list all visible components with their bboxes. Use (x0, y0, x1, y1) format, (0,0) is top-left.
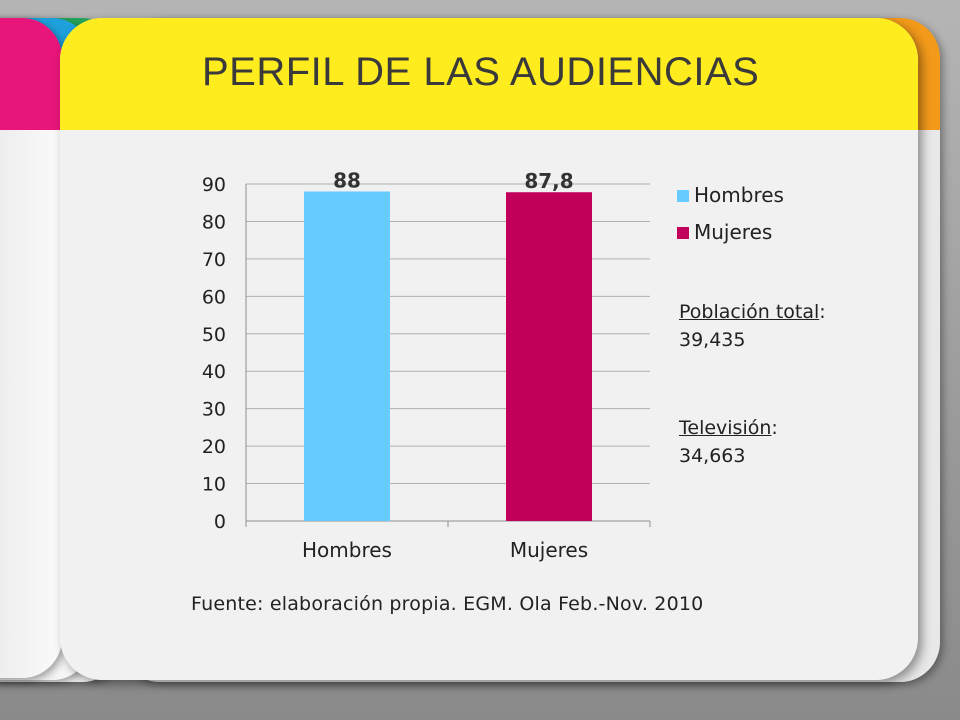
slide-card: PERFIL DE LAS AUDIENCIAS 0 10 20 30 40 50 60 70… (60, 18, 918, 680)
source-note: Fuente: elaboración propia. EGM. Ola Feb… (191, 593, 704, 615)
y-tick-label: 70 (202, 249, 226, 271)
legend-label: Mujeres (694, 220, 772, 244)
y-tick-label: 60 (202, 286, 226, 308)
legend-label: Hombres (694, 183, 784, 207)
y-tick-label: 80 (202, 211, 226, 233)
note-population-value: 39,435 (679, 329, 746, 351)
y-tick-label: 50 (202, 324, 226, 346)
y-tick-label: 30 (202, 399, 226, 421)
y-tick-label: 20 (202, 436, 226, 458)
y-tick-label: 90 (202, 174, 226, 196)
note-television-label: Televisión (679, 417, 772, 439)
note-television: Televisión: 34,663 (679, 417, 778, 467)
y-tick-label: 10 (202, 474, 226, 496)
slide-title: PERFIL DE LAS AUDIENCIAS (202, 50, 760, 94)
legend-swatch (677, 190, 689, 202)
bar-mujeres (506, 192, 592, 521)
y-tick-label: 0 (214, 511, 226, 533)
note-population: Población total: 39,435 (679, 301, 826, 351)
legend-swatch (677, 227, 689, 239)
tab-pink (0, 18, 62, 678)
bar-hombres (304, 191, 390, 521)
data-label: 88 (333, 168, 361, 192)
x-tick-label: Mujeres (510, 538, 588, 562)
y-tick-label: 40 (202, 361, 226, 383)
bar-chart: 0 10 20 30 40 50 60 70 80 90 88 Hombres 87,8 Mujeres H… (202, 168, 784, 562)
x-tick-label: Hombres (302, 538, 392, 562)
note-television-value: 34,663 (679, 445, 746, 467)
data-label: 87,8 (524, 169, 573, 193)
slide-header (60, 18, 918, 130)
note-population-label: Población total (679, 301, 820, 323)
